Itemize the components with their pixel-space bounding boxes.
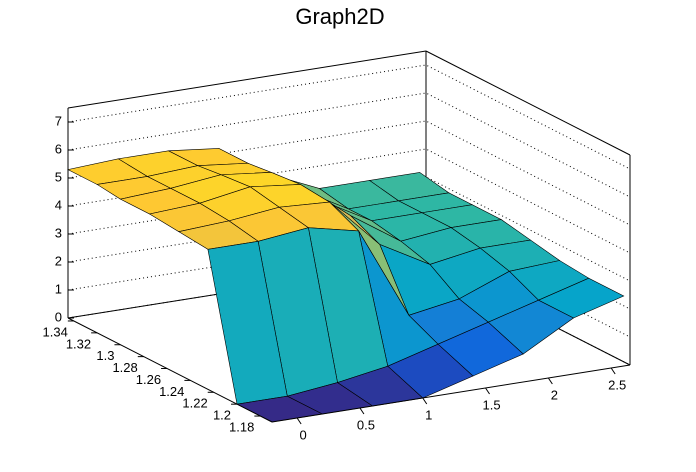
z-tick-label: 4	[55, 197, 62, 212]
y-tick-label: 1.24	[159, 384, 184, 399]
y-tick-label: 1.3	[96, 348, 114, 363]
grid-line	[67, 260, 631, 366]
chart-title: Graph2D	[295, 4, 384, 29]
x-tick-label: 2.5	[608, 377, 626, 392]
y-tick-label: 1.32	[66, 336, 91, 351]
frame-edge	[67, 50, 427, 109]
y-tick-label: 1.28	[112, 360, 137, 375]
x-tick	[547, 377, 553, 385]
z-tick-label: 0	[55, 309, 62, 324]
y-axis	[67, 317, 273, 423]
y-tick-label: 1.22	[182, 396, 207, 411]
x-tick	[485, 387, 490, 395]
x-tick-label: 2	[551, 387, 558, 402]
x-axis	[271, 364, 631, 423]
grid-line	[67, 204, 631, 310]
z-tick-label: 6	[55, 141, 62, 156]
y-tick-label: 1.26	[136, 372, 161, 387]
x-tick-label: 1	[425, 407, 432, 422]
z-tick-label: 2	[55, 253, 62, 268]
x-tick-label: 1.5	[483, 397, 501, 412]
x-tick-label: 0.5	[357, 417, 375, 432]
x-tick	[610, 367, 616, 375]
y-tick-label: 1.2	[213, 408, 231, 423]
z-tick-label: 7	[55, 113, 62, 128]
y-tick-label: 1.34	[43, 324, 68, 339]
frame-edge	[425, 50, 631, 156]
z-tick-label: 1	[55, 281, 62, 296]
x-tick	[422, 397, 428, 405]
grid-line	[67, 92, 631, 198]
z-tick-label: 3	[55, 225, 62, 240]
grid-line	[67, 232, 631, 338]
z-tick-label: 5	[55, 169, 62, 184]
y-tick-label: 1.18	[229, 419, 254, 434]
x-tick	[359, 407, 365, 415]
x-tick-label: 0	[300, 427, 307, 442]
x-tick	[296, 417, 302, 425]
grid-line	[67, 64, 631, 170]
